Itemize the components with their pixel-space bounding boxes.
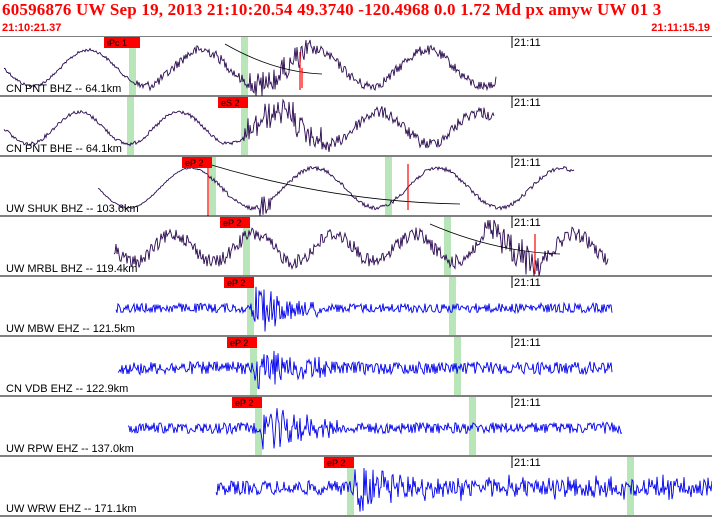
station-label: CN PNT BHZ -- 64.1km xyxy=(6,83,121,95)
time-tick-label: 21:11 xyxy=(514,37,541,49)
waveform-trace xyxy=(117,350,613,390)
waveform-trace xyxy=(97,165,575,216)
trace-panel: eP 2 21:11 UW MBW EHZ -- 121.5km xyxy=(0,276,712,337)
coda-curve xyxy=(207,163,461,205)
arrival-marker xyxy=(243,217,250,275)
time-tick-label: 21:11 xyxy=(514,157,541,169)
arrival-marker xyxy=(444,217,451,275)
station-label: UW SHUK BHZ -- 103.6km xyxy=(6,203,139,215)
waveform-trace xyxy=(3,39,497,97)
trace-panel: eS 2 21:11 CN PNT BHE -- 64.1km xyxy=(0,96,712,157)
trace-panel: eP 2 21:11 UW RPW EHZ -- 137.0km xyxy=(0,396,712,457)
time-tick-label: 21:11 xyxy=(514,97,541,109)
phase-pick-label: eP 2 xyxy=(235,398,253,408)
time-tick-label: 21:11 xyxy=(514,277,541,289)
waveform-trace xyxy=(127,408,623,450)
phase-pick-box[interactable] xyxy=(227,337,257,348)
event-title: 60596876 UW Sep 19, 2013 21:10:20.54 49.… xyxy=(2,0,662,19)
time-tick-label: 21:11 xyxy=(514,457,541,469)
phase-pick-label: eP 2 xyxy=(227,278,245,288)
start-time-label: 21:10:21.37 xyxy=(2,22,62,34)
station-label: CN VDB EHZ -- 122.9km xyxy=(6,383,128,395)
trace-panel: eP 2 21:11 CN VDB EHZ -- 122.9km xyxy=(0,336,712,397)
phase-pick-label: iPc 1 xyxy=(107,38,127,48)
arrival-marker xyxy=(250,337,257,395)
phase-pick-box[interactable] xyxy=(104,37,140,48)
phase-pick-box[interactable] xyxy=(324,457,354,468)
trace-panel: iPc 1 21:11 CN PNT BHZ -- 64.1km xyxy=(0,36,712,97)
coda-curve xyxy=(429,223,561,255)
time-tick-label: 21:11 xyxy=(514,397,541,409)
arrival-marker xyxy=(129,37,136,95)
waveform-trace xyxy=(113,219,609,277)
record-header: 60596876 UW Sep 19, 2013 21:10:20.54 49.… xyxy=(0,0,712,36)
phase-pick-label: eS 2 xyxy=(221,98,240,108)
end-time-label: 21:11:15.19 xyxy=(651,22,710,34)
station-label: UW MBW EHZ -- 121.5km xyxy=(6,323,135,335)
seismogram-panels: iPc 1 21:11 CN PNT BHZ -- 64.1km eS 2 21:11 C… xyxy=(0,36,712,518)
station-label: CN PNT BHE -- 64.1km xyxy=(6,143,122,155)
arrival-marker xyxy=(627,457,634,515)
arrival-marker xyxy=(241,37,248,95)
trace-panel: eP 2 21:11 UW WRW EHZ -- 171.1km xyxy=(0,456,712,517)
station-label: UW MRBL BHZ -- 119.4km xyxy=(6,263,137,275)
arrival-marker xyxy=(127,97,134,155)
phase-pick-box[interactable] xyxy=(182,157,212,168)
phase-pick-label: eP 2 xyxy=(223,218,241,228)
phase-pick-box[interactable] xyxy=(232,397,262,408)
arrival-marker xyxy=(209,157,216,215)
waveform-trace xyxy=(115,286,613,332)
waveform-trace xyxy=(215,467,712,512)
station-label: UW RPW EHZ -- 137.0km xyxy=(6,443,134,455)
phase-pick-label: eP 2 xyxy=(327,458,345,468)
phase-pick-box[interactable] xyxy=(218,97,248,108)
phase-pick-label: eP 2 xyxy=(185,158,203,168)
phase-pick-label: eP 2 xyxy=(230,338,248,348)
arrival-marker xyxy=(454,337,461,395)
phase-pick-box[interactable] xyxy=(224,277,254,288)
phase-pick-box[interactable] xyxy=(220,217,250,228)
coda-curve xyxy=(224,43,323,75)
arrival-marker xyxy=(241,97,248,155)
time-tick-label: 21:11 xyxy=(514,337,541,349)
time-tick-label: 21:11 xyxy=(514,217,541,229)
trace-panel: eP 2 21:11 UW SHUK BHZ -- 103.6km xyxy=(0,156,712,217)
station-label: UW WRW EHZ -- 171.1km xyxy=(6,503,137,515)
waveform-trace xyxy=(3,98,495,153)
trace-panel: eP 2 21:11 UW MRBL BHZ -- 119.4km xyxy=(0,216,712,277)
seismogram-plot: iPc 1 21:11 CN PNT BHZ -- 64.1km eS 2 21:11 C… xyxy=(0,36,712,517)
arrival-marker xyxy=(255,397,262,455)
arrival-marker xyxy=(385,157,392,215)
